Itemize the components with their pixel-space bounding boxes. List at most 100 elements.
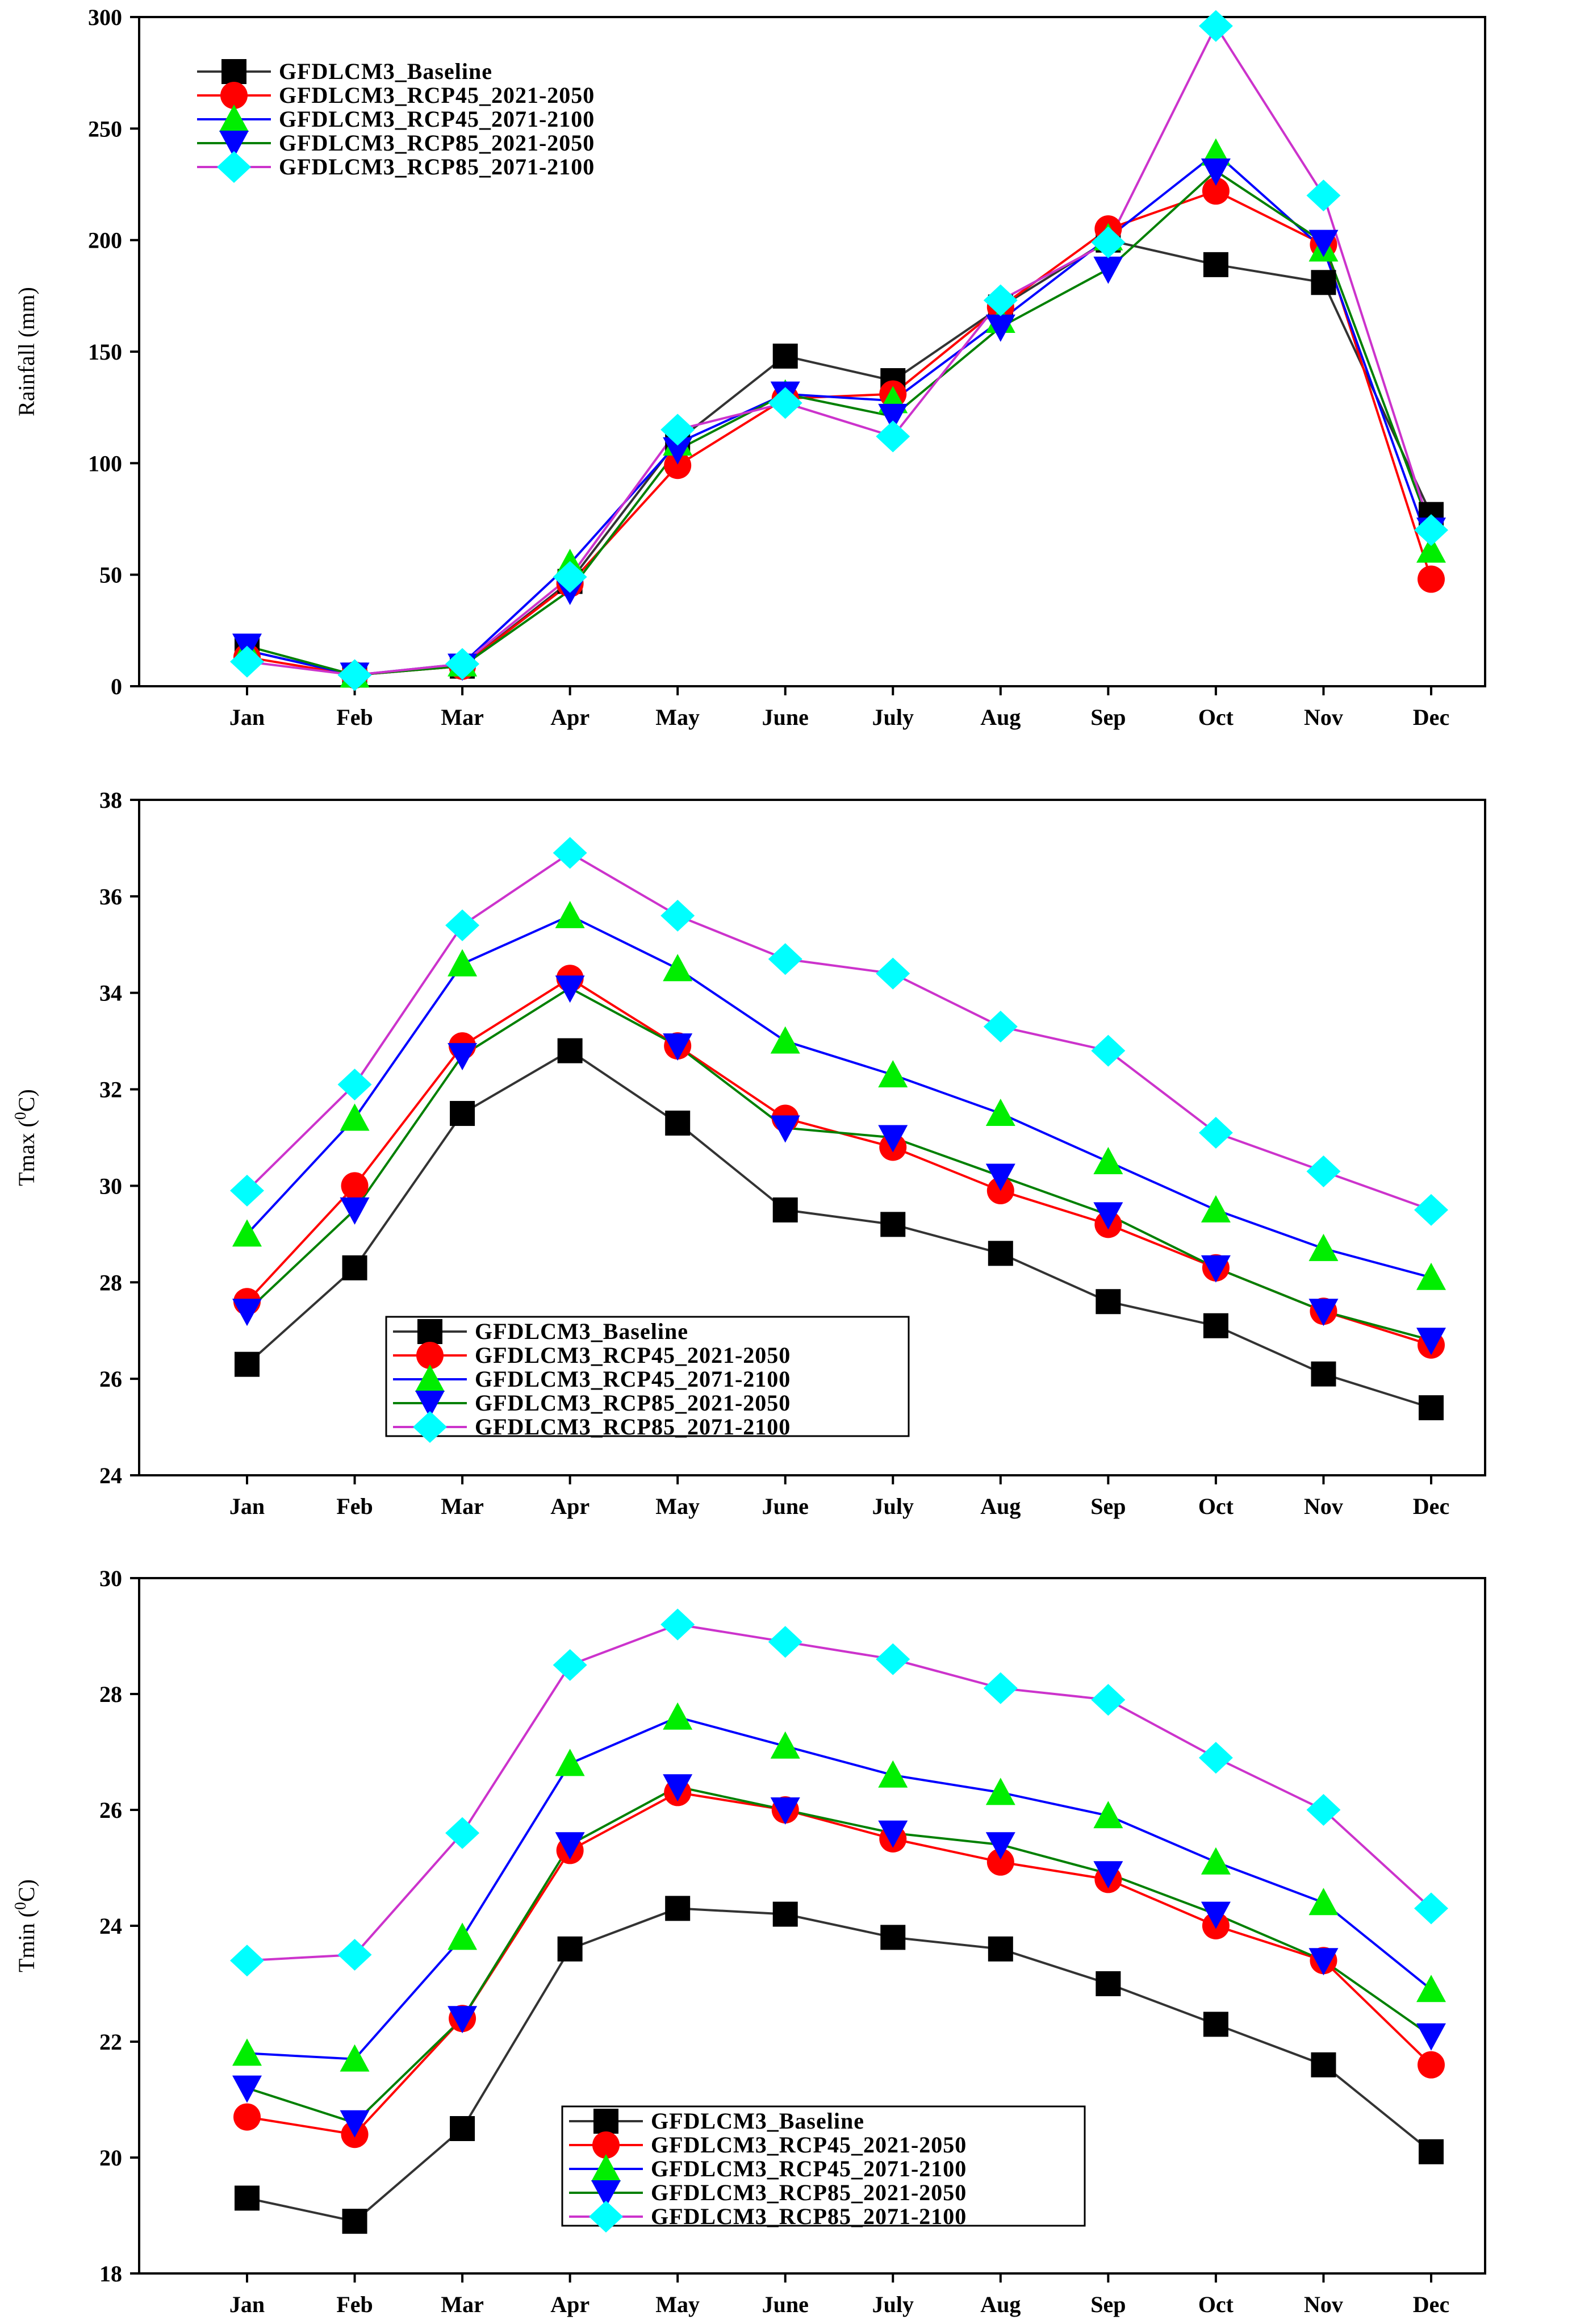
- tmin-legend-label-rcp45_2100: GFDLCM3_RCP45_2071-2100: [651, 2156, 967, 2181]
- tmax-point-baseline: [557, 1038, 583, 1063]
- tmax-legend-label-rcp85_2100: GFDLCM3_RCP85_2071-2100: [475, 1414, 791, 1440]
- rainfall-legend-marker-rcp45_2100: [219, 105, 249, 132]
- tmax-point-rcp45_2100: [448, 949, 478, 977]
- tmin-x-tick-label: July: [872, 2292, 914, 2317]
- tmin-x-tick-label: Mar: [441, 2292, 484, 2317]
- tmin-point-rcp85_2050: [985, 1832, 1015, 1860]
- tmin-y-tick-label: 22: [99, 2029, 122, 2055]
- rainfall-legend-marker-rcp85_2050: [219, 131, 249, 158]
- tmin-y-tick-label: 28: [99, 1682, 122, 1707]
- tmax-point-baseline: [665, 1111, 691, 1136]
- tmax-point-rcp85_2100: [768, 943, 802, 975]
- tmax-point-rcp85_2050: [1201, 1255, 1231, 1283]
- rainfall-legend-label-rcp85_2050: GFDLCM3_RCP85_2021-2050: [279, 130, 595, 156]
- tmin-point-rcp45_2050: [233, 2103, 261, 2131]
- rainfall-y-tick-label: 0: [111, 674, 122, 699]
- rainfall-legend-marker-rcp45_2050: [220, 82, 248, 109]
- tmin-series-line-baseline: [246, 1907, 1432, 2223]
- tmin-legend-label-rcp85_2100: GFDLCM3_RCP85_2071-2100: [651, 2204, 967, 2229]
- tmin-series-line-rcp85_2050: [246, 1785, 1432, 2125]
- tmin-x-tick-label: Nov: [1304, 2292, 1343, 2317]
- tmin-series-line-rcp85_2100: [246, 1623, 1432, 1962]
- rainfall-legend-label-baseline: GFDLCM3_Baseline: [279, 59, 492, 84]
- tmin-point-rcp45_2100: [1093, 1801, 1123, 1829]
- rainfall-x-tick-label: Jan: [229, 704, 265, 730]
- tmax-point-rcp85_2100: [553, 837, 587, 869]
- tmin-legend: GFDLCM3_BaselineGFDLCM3_RCP45_2021-2050G…: [561, 2105, 1086, 2233]
- tmin-point-rcp45_2100: [1201, 1847, 1231, 1875]
- tmin-point-rcp85_2050: [232, 2075, 262, 2103]
- rainfall-y-tick-label: 300: [88, 5, 122, 30]
- tmax-point-rcp45_2100: [1093, 1146, 1123, 1174]
- tmin-point-rcp85_2100: [983, 1672, 1018, 1704]
- tmax-point-rcp45_2100: [555, 900, 585, 928]
- tmax-point-rcp45_2100: [1416, 1262, 1446, 1290]
- tmax-y-tick-label: 36: [99, 884, 122, 909]
- rainfall-point-rcp85_2100: [230, 645, 264, 678]
- tmax-point-baseline: [450, 1101, 475, 1126]
- rainfall-point-rcp85_2050: [663, 437, 693, 465]
- rainfall-legend-label-rcp45_2050: GFDLCM3_RCP45_2021-2050: [279, 82, 595, 108]
- tmin-legend-marker-rcp45_2100: [591, 2154, 621, 2181]
- tmin-x-tick-label: Feb: [336, 2292, 373, 2317]
- tmin-legend-box: [561, 2105, 1086, 2227]
- tmin-point-rcp45_2100: [1308, 1888, 1339, 1916]
- tmin-point-rcp85_2050: [770, 1797, 800, 1825]
- tmin-point-rcp85_2100: [553, 1649, 587, 1681]
- tmin-point-rcp45_2100: [770, 1731, 800, 1759]
- tmin-x-tick-label: June: [762, 2292, 809, 2317]
- tmax-point-rcp85_2100: [660, 899, 695, 932]
- tmin-y-tick-label: 20: [99, 2145, 122, 2171]
- tmax-point-baseline: [1419, 1395, 1444, 1421]
- tmax-point-rcp45_2100: [878, 1060, 908, 1088]
- tmax-point-rcp85_2050: [663, 1033, 693, 1061]
- tmin-point-rcp85_2100: [1091, 1684, 1126, 1716]
- rainfall-y-tick-label: 250: [88, 116, 122, 141]
- tmax-y-tick-label: 34: [99, 980, 122, 1006]
- rainfall-x-tick-label: Mar: [441, 704, 484, 730]
- rainfall-x-tick-label: May: [655, 704, 700, 730]
- rainfall-point-rcp45_2050: [664, 452, 692, 479]
- tmin-series-line-rcp45_2100: [246, 1716, 1432, 2060]
- tmin-legend-label-baseline: GFDLCM3_Baseline: [651, 2108, 864, 2134]
- tmin-legend-label-rcp45_2050: GFDLCM3_RCP45_2021-2050: [651, 2132, 967, 2158]
- tmin-x-tick-label: Oct: [1198, 2292, 1234, 2317]
- rainfall-x-tick-label: July: [872, 704, 914, 730]
- tmin-point-baseline: [557, 1936, 583, 1962]
- rainfall-y-tick-label: 50: [99, 562, 122, 588]
- tmin-point-baseline: [988, 1936, 1013, 1962]
- tmax-point-baseline: [772, 1197, 798, 1223]
- rainfall-x-tick-label: Oct: [1198, 704, 1234, 730]
- tmin-legend-marker-rcp85_2100: [589, 2201, 623, 2233]
- rainfall-point-rcp85_2100: [660, 414, 695, 446]
- rainfall-series-line-rcp85_2100: [246, 23, 1432, 677]
- tmax-y-tick-label: 24: [99, 1463, 122, 1488]
- tmin-x-tick-label: Apr: [550, 2292, 590, 2317]
- tmin-point-rcp85_2050: [878, 1820, 908, 1848]
- tmin-point-rcp85_2100: [1414, 1892, 1448, 1925]
- tmin-point-rcp85_2100: [1306, 1794, 1341, 1826]
- tmax-point-rcp85_2100: [445, 909, 480, 941]
- rainfall-point-rcp85_2100: [445, 648, 480, 680]
- tmax-y-tick-label: 30: [99, 1173, 122, 1199]
- tmax-legend-label-rcp45_2100: GFDLCM3_RCP45_2071-2100: [475, 1366, 791, 1392]
- tmin-point-baseline: [1203, 2012, 1228, 2037]
- tmin-point-rcp85_2050: [1308, 1948, 1339, 1976]
- tmin-x-tick-label: Aug: [980, 2292, 1021, 2317]
- tmax-x-tick-label: Feb: [336, 1493, 373, 1519]
- tmax-legend-marker-rcp45_2100: [415, 1365, 445, 1392]
- tmin-x-tick-label: Dec: [1413, 2292, 1449, 2317]
- tmin-point-rcp85_2100: [660, 1608, 695, 1641]
- tmin-point-baseline: [880, 1925, 906, 1950]
- tmax-point-rcp45_2050: [341, 1172, 369, 1200]
- tmin-point-rcp85_2100: [230, 1945, 264, 1977]
- tmax-legend-label-baseline: GFDLCM3_Baseline: [475, 1319, 688, 1344]
- tmax-point-rcp45_2100: [663, 954, 693, 982]
- rainfall-point-rcp85_2100: [876, 420, 910, 453]
- tmin-chart: 18 20 22 24 26 28 30 Jan Feb Mar Apr May June July Aug…: [12, 1566, 1486, 2317]
- tmin-x-tick-label: May: [655, 2292, 700, 2317]
- rainfall-point-rcp85_2050: [878, 403, 908, 431]
- tmin-y-tick-label: 26: [99, 1797, 122, 1823]
- tmax-legend-marker-rcp45_2050: [416, 1342, 444, 1369]
